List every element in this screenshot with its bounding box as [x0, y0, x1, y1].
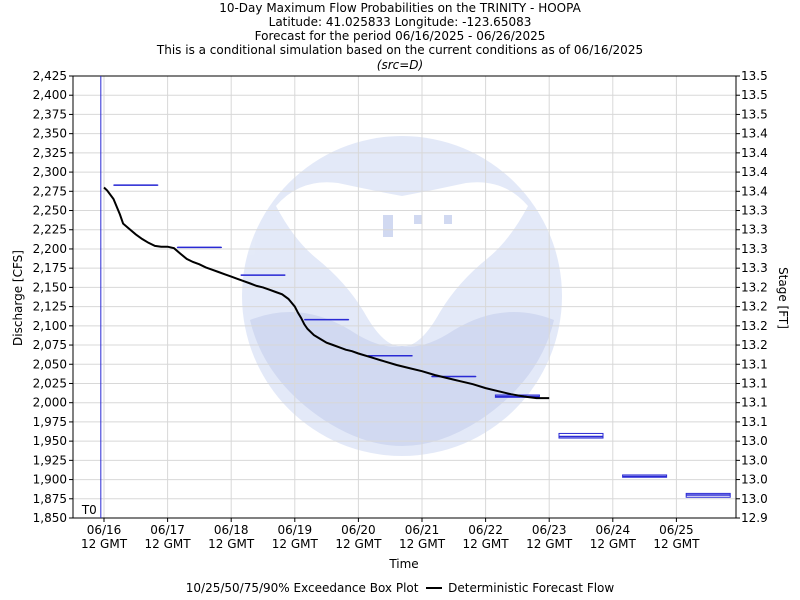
x-tick-time-label: 12 GMT [81, 537, 128, 551]
exceedance-box [685, 492, 731, 498]
y-right-tick-label: 13.4 [741, 146, 768, 160]
y-right-tick-label: 13.2 [741, 338, 768, 352]
y-right-tick-label: 13.5 [741, 69, 768, 83]
legend-box-label: 10/25/50/75/90% Exceedance Box Plot [185, 580, 419, 595]
simulation-note: This is a conditional simulation based o… [156, 43, 644, 57]
y-right-tick-label: 13.0 [741, 453, 768, 467]
x-tick-label: 06/23 [532, 523, 567, 537]
y-right-tick-label: 13.3 [741, 242, 768, 256]
y-right-tick-label: 13.2 [741, 300, 768, 314]
y-tick-label: 2,200 [33, 242, 67, 256]
y-right-tick-label: 13.1 [741, 376, 768, 390]
plot-frame [72, 75, 737, 519]
x-tick-time-label: 12 GMT [653, 537, 700, 551]
y-right-tick-label: 13.0 [741, 434, 768, 448]
watermark-noaa-letters [341, 208, 460, 244]
y-right-tick-label: 13.5 [741, 107, 768, 121]
watermark-bird [276, 182, 528, 347]
y-tick-label: 1,975 [33, 415, 67, 429]
y-right-tick-label: 13.2 [741, 319, 768, 333]
exceedance-box [558, 432, 604, 439]
x-tick-time-label: 12 GMT [590, 537, 637, 551]
y-tick-label: 1,925 [33, 453, 67, 467]
forecast-period: Forecast for the period 06/16/2025 - 06/… [254, 29, 546, 43]
legend-line-swatch [426, 587, 443, 589]
y-tick-label: 2,125 [33, 300, 67, 314]
x-axis-title: Time [388, 557, 418, 571]
grid-lines [73, 75, 736, 519]
y-tick-label: 2,400 [33, 88, 67, 102]
box-body [558, 432, 604, 439]
y-tick-label: 1,850 [33, 511, 67, 525]
y-axis-left: 1,850 1,875 1,900 1,925 1,950 1,975 2,000 2,025… [33, 69, 73, 525]
y-right-tick-label: 13.0 [741, 492, 768, 506]
x-tick-label: 06/22 [468, 523, 503, 537]
x-tick-label: 06/21 [405, 523, 440, 537]
legend-line-entry: Deterministic Forecast Flow [426, 581, 614, 595]
y-tick-label: 2,225 [33, 223, 67, 237]
y-tick-label: 1,900 [33, 473, 67, 487]
y-tick-label: 2,325 [33, 146, 67, 160]
y-axis-right: 12.9 13.0 13.0 13.0 13.0 13.1 13.1 13.1 13.1 13.2… [736, 69, 768, 525]
y-tick-label: 2,300 [33, 165, 67, 179]
forecast-flow-line [103, 186, 550, 400]
x-tick-time-label: 12 GMT [526, 537, 573, 551]
y-axis-right-title: Stage [FT] [776, 267, 790, 329]
y-right-tick-label: 13.5 [741, 88, 768, 102]
y-tick-label: 2,350 [33, 127, 67, 141]
y-right-tick-label: 13.1 [741, 415, 768, 429]
y-axis-title: Discharge [CFS] [11, 250, 25, 346]
x-tick-time-label: 12 GMT [208, 537, 255, 551]
chart-title: 10-Day Maximum Flow Probabilities on the… [219, 1, 581, 15]
y-right-tick-label: 13.3 [741, 261, 768, 275]
x-tick-time-label: 12 GMT [145, 537, 192, 551]
y-right-tick-label: 13.2 [741, 280, 768, 294]
y-right-tick-label: 13.0 [741, 473, 768, 487]
x-tick-label: 06/25 [659, 523, 694, 537]
y-right-tick-label: 13.1 [741, 396, 768, 410]
y-tick-label: 2,425 [33, 69, 67, 83]
y-tick-label: 2,250 [33, 204, 67, 218]
t0-marker: T0 [81, 76, 102, 518]
source-label: (src=D) [376, 58, 424, 72]
y-tick-label: 2,100 [33, 319, 67, 333]
x-tick-label: 06/24 [596, 523, 631, 537]
location-line: Latitude: 41.025833 Longitude: -123.6508… [268, 15, 532, 29]
legend: 10/25/50/75/90% Exceedance Box Plot Dete… [0, 580, 800, 595]
noaa-watermark [242, 136, 562, 456]
y-tick-label: 1,875 [33, 492, 67, 506]
x-tick-label: 06/18 [214, 523, 249, 537]
y-tick-label: 2,275 [33, 184, 67, 198]
exceedance-box [622, 474, 668, 478]
y-tick-label: 2,000 [33, 396, 67, 410]
x-tick-time-label: 12 GMT [399, 537, 446, 551]
y-tick-label: 2,050 [33, 357, 67, 371]
y-right-tick-label: 13.1 [741, 357, 768, 371]
x-tick-time-label: 12 GMT [463, 537, 510, 551]
y-tick-label: 2,075 [33, 338, 67, 352]
x-tick-label: 06/20 [341, 523, 376, 537]
y-right-tick-label: 13.4 [741, 127, 768, 141]
y-right-tick-label: 13.4 [741, 184, 768, 198]
y-right-tick-label: 12.9 [741, 511, 768, 525]
y-tick-label: 2,375 [33, 107, 67, 121]
y-tick-label: 2,150 [33, 280, 67, 294]
x-tick-time-label: 12 GMT [272, 537, 319, 551]
x-tick-time-label: 12 GMT [335, 537, 382, 551]
y-tick-label: 1,950 [33, 434, 67, 448]
y-right-tick-label: 13.3 [741, 223, 768, 237]
x-tick-label: 06/17 [150, 523, 185, 537]
legend-line-label: Deterministic Forecast Flow [448, 580, 615, 595]
y-right-tick-label: 13.3 [741, 204, 768, 218]
y-tick-label: 2,175 [33, 261, 67, 275]
x-tick-label: 06/16 [87, 523, 122, 537]
y-tick-label: 2,025 [33, 376, 67, 390]
t0-label: T0 [81, 503, 97, 517]
y-right-tick-label: 13.4 [741, 165, 768, 179]
x-tick-label: 06/19 [278, 523, 313, 537]
